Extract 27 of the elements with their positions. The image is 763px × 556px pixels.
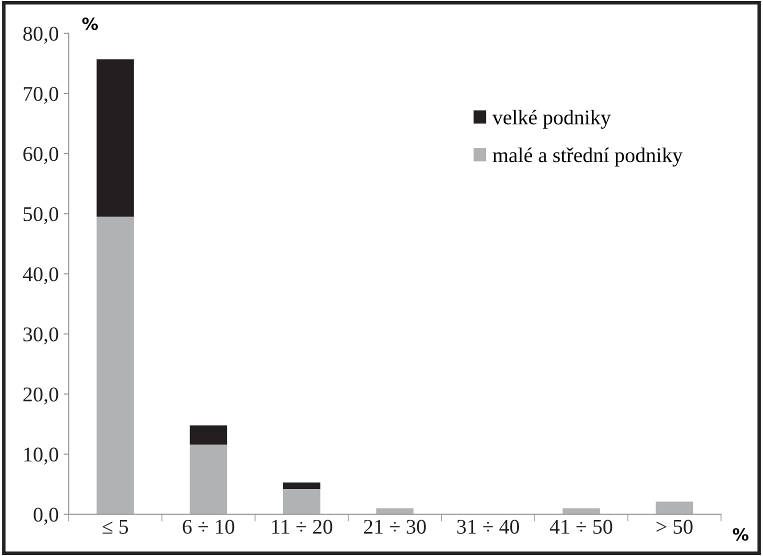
x-tick-label: 41 ÷ 50 <box>550 520 612 534</box>
y-tick-label: 10,0 <box>24 448 58 465</box>
y-axis-title: % <box>82 18 98 30</box>
x-tick-label: 6 ÷ 10 <box>182 520 234 534</box>
y-tick-label: 60,0 <box>23 146 58 164</box>
legend-label: malé a střední podniky <box>492 148 683 167</box>
bar <box>190 444 228 514</box>
x-tick-label: ≤ 5 <box>102 520 128 534</box>
bar <box>656 502 694 514</box>
y-tick-label: 20,0 <box>23 387 58 404</box>
bar <box>96 216 134 514</box>
y-tick-label: 70,0 <box>24 86 58 104</box>
y-tick-label: 40,0 <box>22 267 58 284</box>
x-tick-label: 31 ÷ 40 <box>457 520 520 534</box>
bar <box>283 482 320 490</box>
bar <box>283 489 320 514</box>
y-tick-label: 50,0 <box>24 207 58 224</box>
x-tick-label: 11 ÷ 20 <box>272 520 332 534</box>
y-tick-label: 0,0 <box>34 508 58 525</box>
legend-label: velké podniky <box>492 110 611 129</box>
bar <box>190 425 228 445</box>
x-axis-title: % <box>732 528 748 541</box>
y-tick-label: 80,0 <box>23 26 58 44</box>
bar <box>96 59 134 217</box>
x-tick-label: > 50 <box>656 520 693 534</box>
x-tick-label: 21 ÷ 30 <box>364 520 426 534</box>
y-tick-label: 30,0 <box>23 327 58 344</box>
